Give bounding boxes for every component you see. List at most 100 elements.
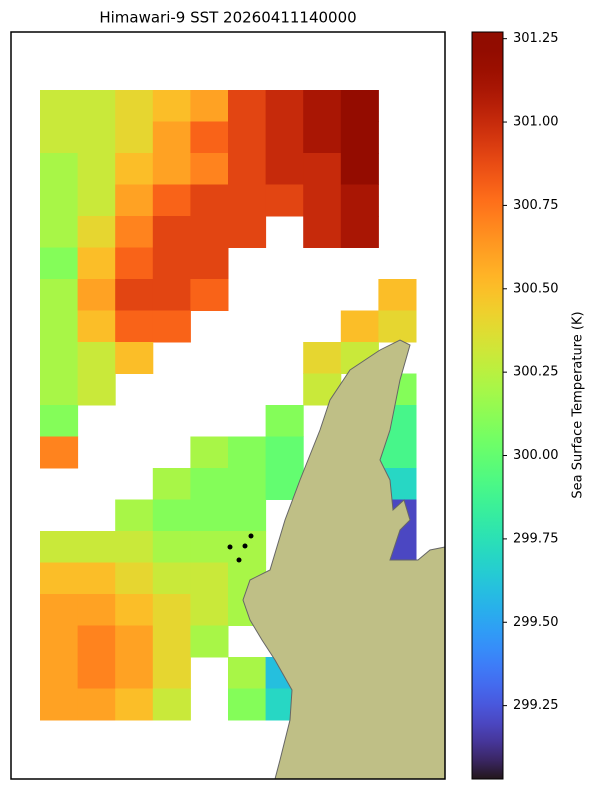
sst-cell: [77, 279, 116, 311]
sst-cell: [228, 153, 267, 185]
sst-cell: [190, 90, 229, 122]
sst-cell: [115, 625, 154, 658]
sst-cell: [303, 342, 342, 374]
sst-cell: [265, 153, 304, 185]
sst-cell: [190, 216, 229, 248]
sst-cell: [265, 90, 304, 122]
sst-cell: [40, 373, 79, 406]
sst-cell: [303, 216, 342, 248]
chart-title: Himawari-9 SST 20260411140000: [99, 9, 356, 27]
sst-cell: [77, 90, 116, 122]
sst-cell: [228, 688, 267, 721]
sst-cell: [77, 247, 116, 280]
sst-cell: [40, 247, 79, 280]
sst-cell: [40, 562, 79, 595]
station-markers: [227, 533, 254, 563]
sst-cell: [190, 499, 229, 532]
colorbar: [471, 31, 504, 780]
sst-cell: [115, 657, 154, 689]
station: [242, 543, 248, 549]
sst-cell: [190, 153, 229, 185]
sst-cell: [152, 310, 191, 343]
station: [236, 557, 242, 563]
sst-cell: [77, 688, 116, 721]
sst-cell: [152, 531, 191, 563]
sst-cell: [303, 184, 342, 217]
sst-cell: [115, 247, 154, 280]
sst-cell: [152, 562, 191, 595]
sst-cell: [40, 216, 79, 248]
sst-cell: [378, 279, 417, 311]
sst-cell: [77, 373, 116, 406]
colorbar-tick-label: 300.75: [513, 198, 559, 213]
colorbar-tick-label: 300.25: [513, 365, 559, 380]
sst-cell: [40, 625, 79, 658]
sst-cell: [340, 121, 379, 154]
sst-cell: [152, 184, 191, 217]
colorbar-tick-label: 301.25: [513, 31, 559, 46]
sst-cell: [190, 531, 229, 563]
colorbar-tick-label: 301.00: [513, 115, 559, 130]
colorbar-tick-label: 300.00: [513, 448, 559, 463]
sst-cell: [115, 216, 154, 248]
sst-cell: [77, 153, 116, 185]
sst-cell: [190, 279, 229, 311]
sst-cell: [228, 657, 267, 689]
sst-cell: [40, 184, 79, 217]
sst-cell: [115, 121, 154, 154]
colorbar-tick-label: 299.50: [513, 615, 559, 630]
sst-cell: [115, 499, 154, 532]
sst-cell: [152, 625, 191, 658]
sst-cell: [77, 121, 116, 154]
sst-cell: [190, 247, 229, 280]
sst-cell: [265, 121, 304, 154]
sst-cell: [152, 247, 191, 280]
sst-cell: [152, 121, 191, 154]
sst-cell: [77, 184, 116, 217]
sst-cell: [190, 562, 229, 595]
sst-cell: [152, 90, 191, 122]
sst-cell: [40, 90, 79, 122]
sst-cell: [152, 594, 191, 626]
sst-cell: [77, 216, 116, 248]
sst-cell: [40, 279, 79, 311]
sst-cell: [115, 153, 154, 185]
sst-cell: [152, 688, 191, 721]
sst-cell: [340, 310, 379, 343]
land: [242, 339, 446, 780]
sst-cell: [40, 688, 79, 721]
sst-cell: [228, 436, 267, 469]
sst-cell: [40, 342, 79, 374]
sst-cell: [152, 657, 191, 689]
sst-cell: [40, 594, 79, 626]
sst-cell: [77, 625, 116, 658]
station: [227, 544, 233, 550]
sst-cell: [40, 436, 79, 469]
sst-cell: [190, 594, 229, 626]
sst-cell: [340, 184, 379, 217]
sst-cell: [152, 468, 191, 500]
sst-cell: [77, 310, 116, 343]
sst-cell: [190, 625, 229, 658]
colorbar-label: Sea Surface Temperature (K): [571, 311, 586, 498]
colorbar-tick-label: 300.50: [513, 281, 559, 296]
station: [248, 533, 254, 539]
sst-field: [40, 90, 417, 721]
colorbar-tick-label: 299.25: [513, 698, 559, 713]
sst-cell: [340, 153, 379, 185]
sst-cell: [77, 657, 116, 689]
sst-cell: [265, 184, 304, 217]
sst-cell: [228, 90, 267, 122]
sst-cell: [340, 90, 379, 122]
sst-cell: [228, 216, 267, 248]
colorbar-tick-label: 299.75: [513, 531, 559, 546]
sst-cell: [115, 342, 154, 374]
sst-cell: [115, 184, 154, 217]
sst-cell: [40, 657, 79, 689]
sst-cell: [115, 594, 154, 626]
sst-cell: [152, 499, 191, 532]
sst-cell: [115, 90, 154, 122]
sst-cell: [190, 121, 229, 154]
sst-cell: [77, 531, 116, 563]
sst-cell: [40, 310, 79, 343]
